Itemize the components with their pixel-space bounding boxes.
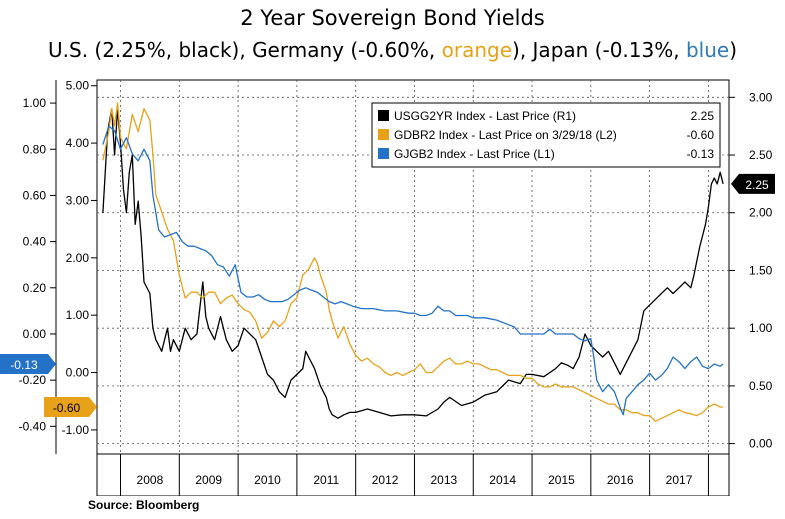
r1-tick-label: 2.00 <box>749 206 773 220</box>
source-note: Source: Bloomberg <box>88 498 200 512</box>
r1-tick-label: 1.50 <box>749 263 773 277</box>
l1-tick-label: 0.00 <box>23 327 47 341</box>
legend-entry: GDBR2 Index - Last Price on 3/29/18 (L2) <box>394 128 617 142</box>
x-tick-label: 2016 <box>607 473 634 487</box>
x-tick-label: 2015 <box>548 473 575 487</box>
x-tick-label: 2008 <box>137 473 164 487</box>
subtitle-middle: ), Japan (-0.13%, <box>512 38 686 62</box>
marker-shape <box>44 396 97 417</box>
chart-title: 2 Year Sovereign Bond Yields <box>240 6 545 30</box>
r1-tick-label: 0.50 <box>749 379 773 393</box>
marker-label: -0.13 <box>10 358 38 372</box>
x-tick-label: 2017 <box>666 473 693 487</box>
marker-label: 2.25 <box>745 178 769 192</box>
last-value-marker-l2: -0.60 <box>44 396 97 417</box>
l2-tick-label: 4.00 <box>66 136 90 150</box>
subtitle-blue-word: blue <box>685 38 730 62</box>
l1-tick-label: -0.40 <box>19 419 47 433</box>
legend-entry: USGG2YR Index - Last Price (R1) <box>394 109 576 123</box>
l2-tick-label: 2.00 <box>66 251 90 265</box>
x-tick-label: 2011 <box>313 473 339 487</box>
legend-swatch <box>378 110 389 121</box>
l1-tick-label: 1.00 <box>23 96 47 110</box>
l1-tick-label: 0.60 <box>23 188 47 202</box>
l2-tick-label: 1.00 <box>66 308 90 322</box>
legend-box <box>371 102 721 168</box>
x-tick-label: 2014 <box>489 473 516 487</box>
x-tick-label: 2012 <box>372 473 399 487</box>
series-line-r1 <box>102 108 724 419</box>
marker-shape <box>0 353 56 374</box>
chart-subtitle: U.S. (2.25%, black), Germany (-0.60%, or… <box>0 38 785 62</box>
x-axis-band <box>96 453 730 496</box>
subtitle-suffix: ) <box>729 38 737 62</box>
legend-swatch <box>378 148 389 159</box>
l2-tick-label: 0.00 <box>66 366 90 380</box>
bond-yield-chart: 2008 2009 2010 2011 2012 2013 2014 2015 2016 2017… <box>0 79 775 496</box>
x-tick-label: 2009 <box>195 473 222 487</box>
legend-value: -0.60 <box>687 128 715 142</box>
l1-tick-label: 0.80 <box>23 142 47 156</box>
r1-tick-label: 2.50 <box>749 148 773 162</box>
legend-value: 2.25 <box>691 109 715 123</box>
last-value-marker-r1: 2.25 <box>731 173 775 194</box>
marker-label: -0.60 <box>53 401 81 415</box>
l2-tick-label: 3.00 <box>66 193 90 207</box>
legend-swatch <box>378 129 389 140</box>
r1-tick-label: 1.00 <box>749 321 773 335</box>
legend-entry: GJGB2 Index - Last Price (L1) <box>394 147 555 161</box>
series-line-l2 <box>102 102 724 422</box>
legend: USGG2YR Index - Last Price (R1) 2.25 GDBR2… <box>371 102 721 168</box>
x-tick-label: 2013 <box>431 473 458 487</box>
l2-tick-label: 5.00 <box>66 79 90 93</box>
last-value-marker-l1: -0.13 <box>0 353 56 374</box>
legend-value: -0.13 <box>687 147 715 161</box>
subtitle-orange-word: orange <box>441 38 513 62</box>
l2-tick-label: -1.00 <box>62 423 90 437</box>
subtitle-prefix: U.S. (2.25%, black), Germany (-0.60%, <box>48 38 442 62</box>
series-line-l1 <box>102 125 724 416</box>
l1-tick-label: 0.20 <box>23 281 47 295</box>
marker-shape <box>731 173 775 194</box>
r1-tick-label: 3.00 <box>749 90 773 104</box>
l1-tick-label: -0.20 <box>19 373 47 387</box>
l1-tick-label: 0.40 <box>23 235 47 249</box>
r1-tick-label: 0.00 <box>749 437 773 451</box>
x-tick-label: 2010 <box>254 473 281 487</box>
